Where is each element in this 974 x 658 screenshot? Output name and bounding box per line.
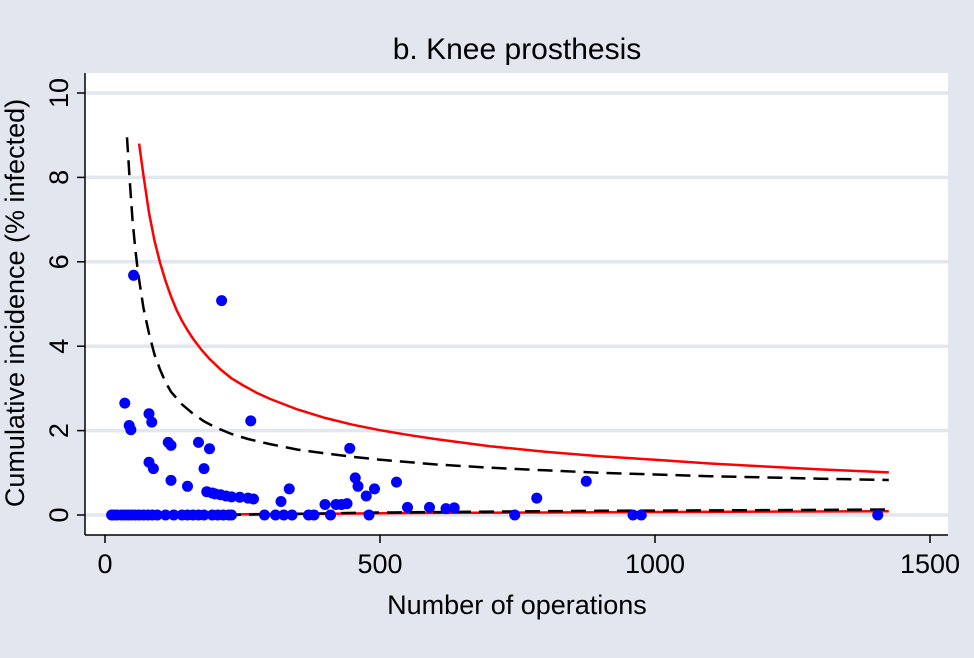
chart-title: b. Knee prosthesis xyxy=(393,33,641,66)
y-axis-title: Cumulative incidence (% infected) xyxy=(0,99,30,507)
data-point xyxy=(286,509,298,521)
data-point xyxy=(325,509,336,521)
plot-area xyxy=(85,73,948,535)
data-point xyxy=(248,493,259,505)
data-point xyxy=(165,474,177,486)
data-point xyxy=(278,509,290,521)
data-point xyxy=(259,509,270,521)
x-tick-label: 0 xyxy=(97,549,112,579)
y-tick-label: 2 xyxy=(44,423,74,438)
data-point xyxy=(226,491,237,503)
data-point xyxy=(198,463,210,475)
data-point xyxy=(182,480,193,492)
data-point xyxy=(143,408,155,420)
data-point xyxy=(308,509,320,521)
axes: 0 2 4 6 8 10 0 500 1000 1500 xyxy=(44,73,960,579)
data-point xyxy=(369,483,380,495)
data-point xyxy=(635,509,647,521)
y-tick-label: 4 xyxy=(44,339,74,354)
data-point xyxy=(204,443,215,455)
data-point xyxy=(125,424,137,436)
data-point xyxy=(151,509,163,521)
data-points xyxy=(106,269,884,521)
data-point xyxy=(440,503,452,515)
data-point xyxy=(352,480,364,492)
data-point xyxy=(147,463,159,475)
data-point xyxy=(349,472,361,484)
data-point xyxy=(509,509,521,521)
x-tick-label: 500 xyxy=(357,549,402,579)
control-limit-95-upper-line xyxy=(125,137,889,482)
data-point xyxy=(872,509,884,521)
data-point xyxy=(531,492,543,504)
data-point xyxy=(128,269,140,281)
data-point xyxy=(245,415,257,427)
y-tick-label: 10 xyxy=(44,78,74,108)
data-point xyxy=(402,501,413,513)
control-limit-95-lower-line xyxy=(225,508,889,517)
data-point xyxy=(165,439,177,451)
y-tick-label: 6 xyxy=(44,254,74,269)
data-point xyxy=(270,509,281,521)
data-point xyxy=(226,509,237,521)
data-point xyxy=(363,509,375,521)
data-point xyxy=(391,476,402,488)
data-point xyxy=(168,509,180,521)
control-limit-99-upper-line xyxy=(137,143,889,474)
data-point xyxy=(198,509,210,521)
x-axis-title: Number of operations xyxy=(387,590,647,620)
data-point xyxy=(216,295,228,307)
x-tick-label: 1000 xyxy=(625,549,685,579)
data-point xyxy=(344,442,356,454)
data-point xyxy=(360,490,372,502)
data-point xyxy=(424,501,435,513)
data-point xyxy=(580,475,592,487)
data-point xyxy=(319,498,331,510)
data-point xyxy=(146,416,158,428)
data-point xyxy=(341,498,353,510)
data-point xyxy=(193,436,204,448)
data-point xyxy=(119,397,131,409)
data-point xyxy=(627,509,639,521)
x-tick-label: 1500 xyxy=(900,549,960,579)
y-tick-label: 8 xyxy=(44,170,74,185)
data-point xyxy=(448,502,460,514)
data-point xyxy=(283,483,295,495)
data-point xyxy=(234,491,246,503)
y-tick-label: 0 xyxy=(44,507,74,522)
grid-lines xyxy=(85,91,948,517)
data-point xyxy=(160,509,171,521)
data-point xyxy=(275,495,287,507)
